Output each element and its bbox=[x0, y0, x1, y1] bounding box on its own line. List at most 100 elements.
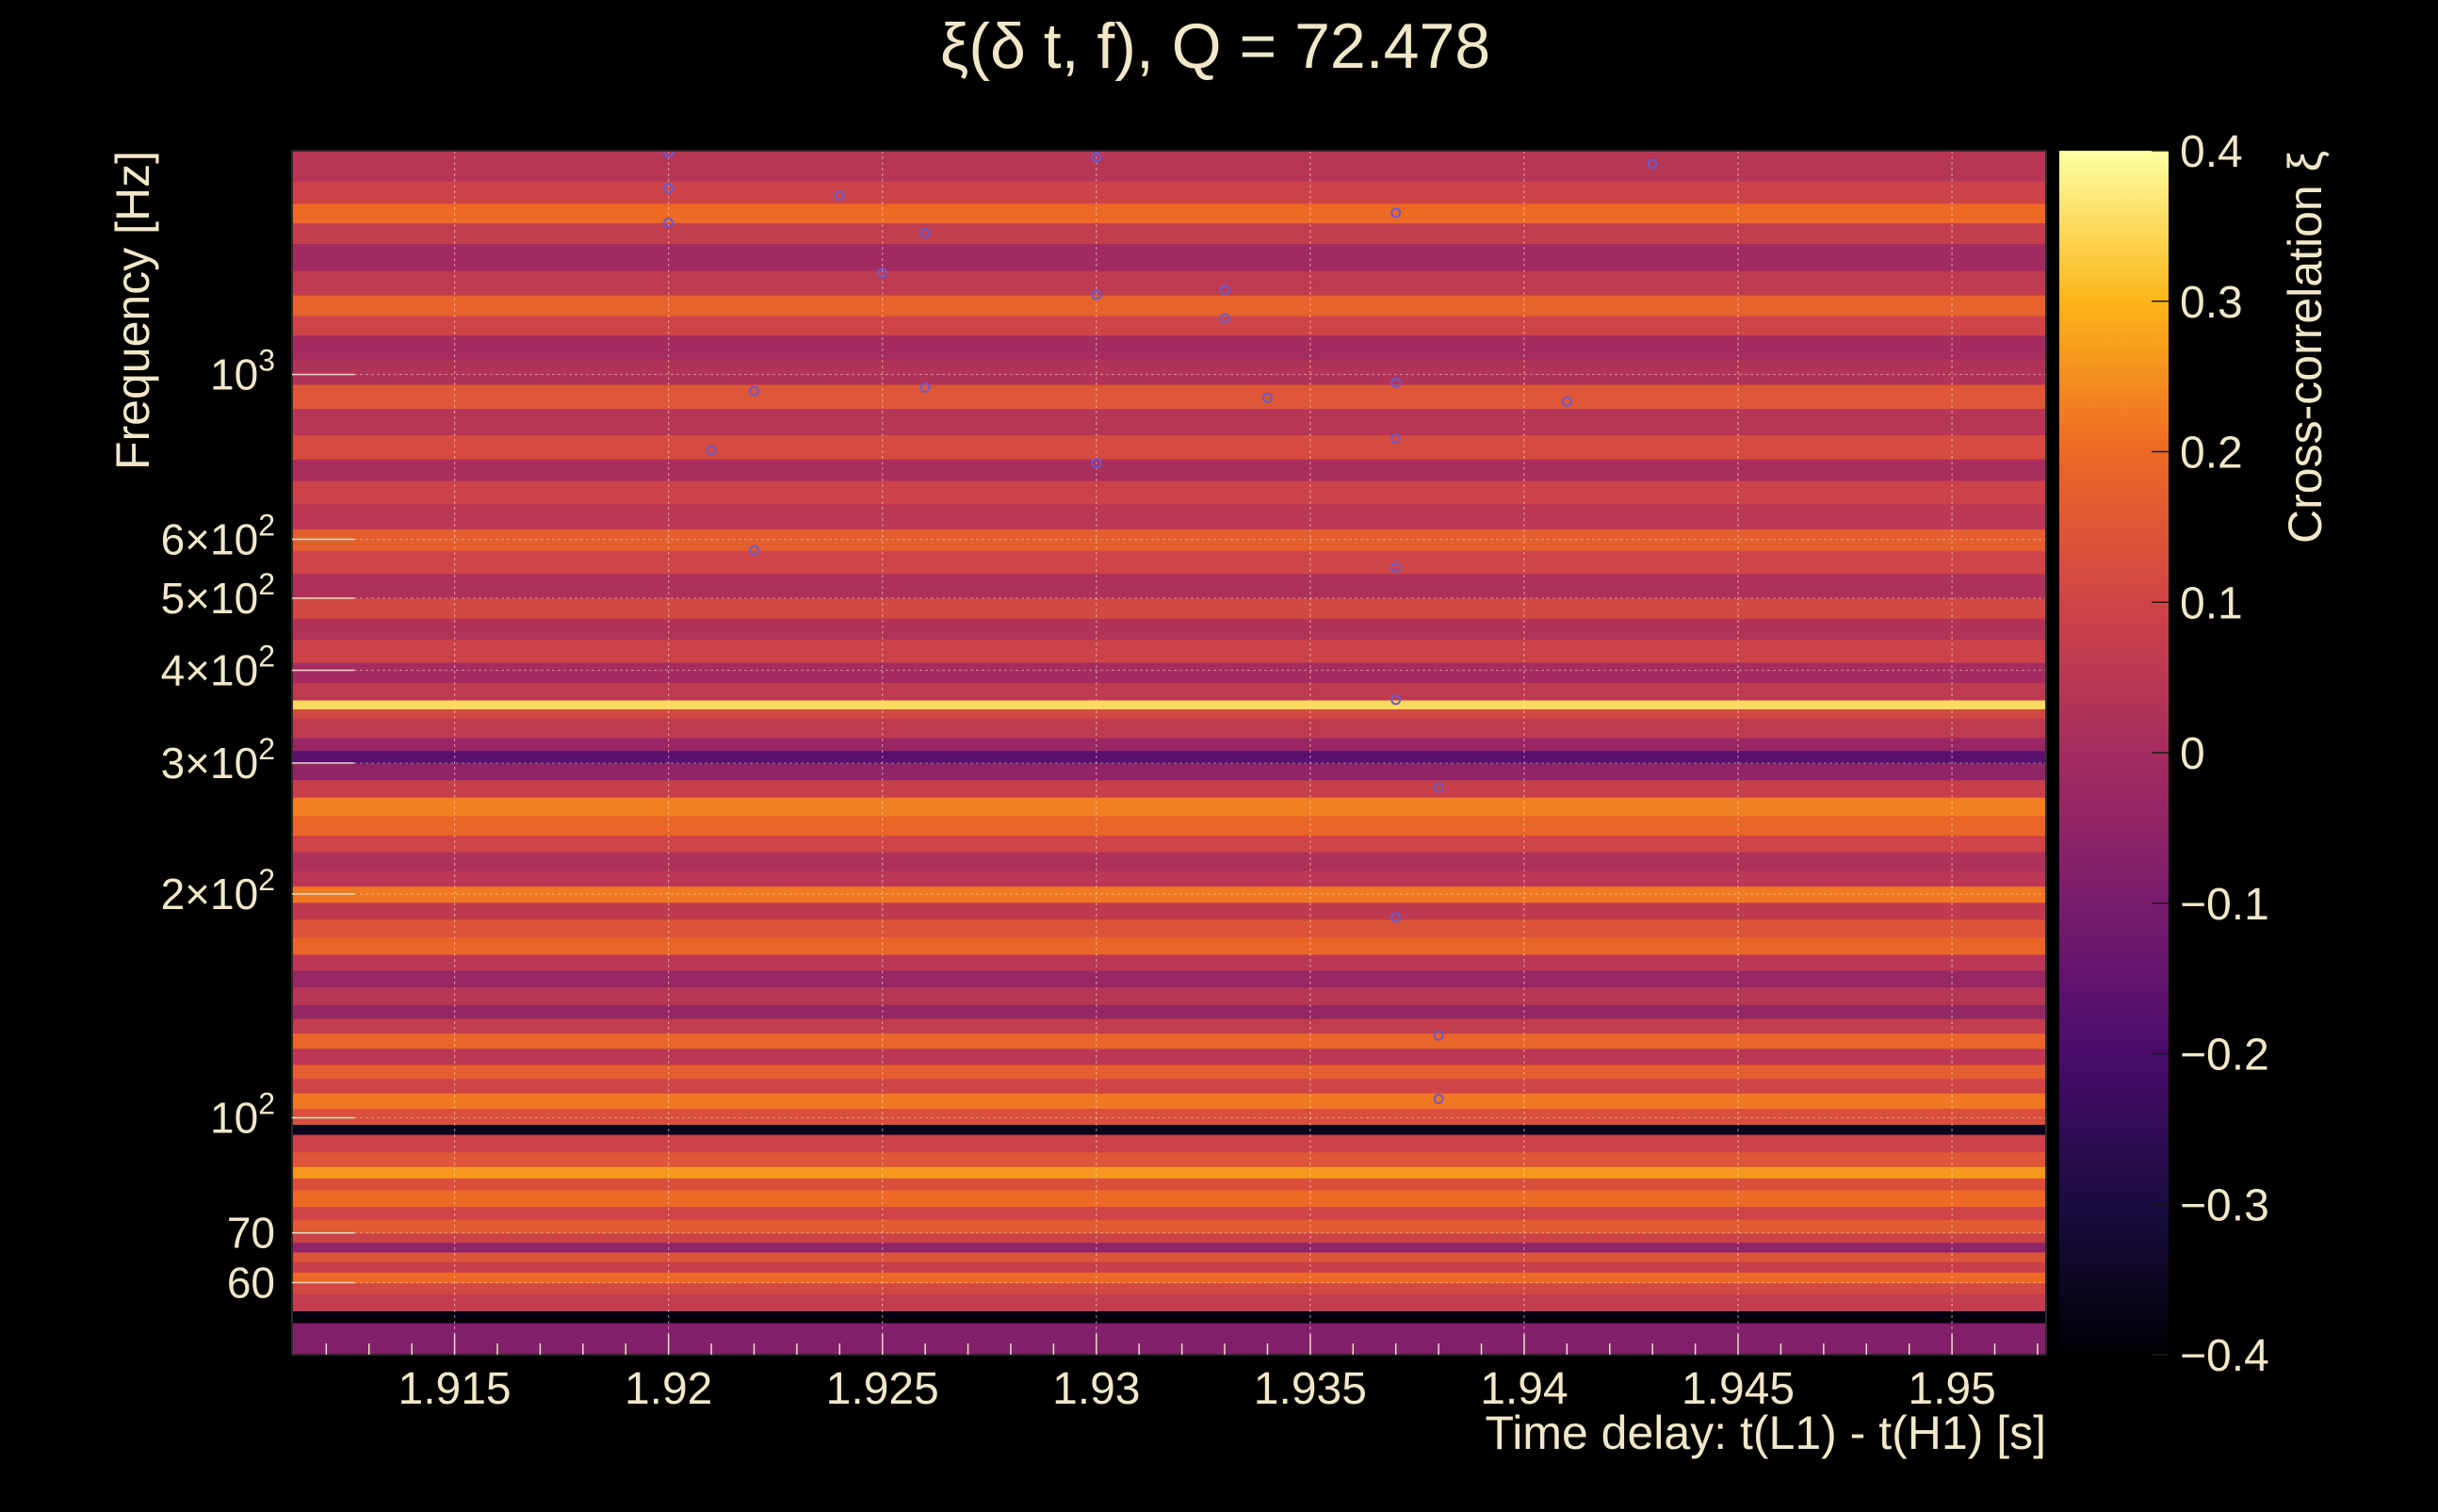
heatmap-band bbox=[292, 480, 2046, 505]
heatmap-band bbox=[292, 835, 2046, 853]
marker-point bbox=[748, 545, 759, 556]
heatmap-band bbox=[292, 1004, 2046, 1019]
heatmap-band bbox=[292, 919, 2046, 938]
y-tick-label: 5×102 bbox=[161, 567, 275, 623]
heatmap-band bbox=[292, 886, 2046, 903]
heatmap-band bbox=[292, 1166, 2046, 1179]
colorbar-tick-label: 0.1 bbox=[2180, 578, 2243, 628]
colorbar bbox=[2059, 151, 2169, 1355]
y-tick-label: 3×102 bbox=[161, 732, 275, 788]
x-tick-label: 1.93 bbox=[1052, 1364, 1140, 1414]
colorbar-tick-label: −0.1 bbox=[2180, 880, 2269, 930]
marker-point bbox=[1390, 377, 1402, 388]
colorbar-tick-label: −0.3 bbox=[2180, 1180, 2269, 1230]
heatmap-band bbox=[292, 1242, 2046, 1253]
marker-point bbox=[1390, 561, 1402, 573]
marker-point bbox=[706, 445, 717, 456]
heatmap-band bbox=[292, 1108, 2046, 1126]
colorbar-ticks: 0.4 0.3 0.2 0.1 0 −0.1 −0.2 −0.3 −0.4 bbox=[2152, 127, 2269, 1381]
heatmap-band bbox=[292, 181, 2046, 204]
heatmap-band bbox=[292, 618, 2046, 641]
heatmap-band bbox=[292, 815, 2046, 837]
heatmap-band bbox=[292, 870, 2046, 887]
heatmap-band bbox=[292, 797, 2046, 817]
heatmap-band bbox=[292, 243, 2046, 271]
marker-point bbox=[1390, 694, 1402, 706]
marker-point bbox=[1433, 1094, 1444, 1105]
marker-point bbox=[877, 268, 888, 279]
heatmap-band bbox=[292, 969, 2046, 988]
heatmap-band bbox=[292, 316, 2046, 336]
marker-point bbox=[1433, 782, 1444, 793]
heatmap-band bbox=[292, 682, 2046, 701]
x-tick-label: 1.945 bbox=[1682, 1364, 1795, 1414]
colorbar-label: Cross-correlation ξ bbox=[2279, 151, 2332, 544]
heatmap-band bbox=[292, 1219, 2046, 1234]
heatmap-band bbox=[292, 1151, 2046, 1167]
heatmap-band bbox=[292, 737, 2046, 752]
heatmap-band bbox=[292, 852, 2046, 871]
colorbar-tick-label: 0.3 bbox=[2180, 278, 2243, 328]
heatmap-band bbox=[292, 1048, 2046, 1065]
heatmap-band bbox=[292, 1078, 2046, 1094]
heatmap-band bbox=[292, 1293, 2046, 1311]
marker-point bbox=[1091, 152, 1102, 163]
heatmap-band bbox=[292, 708, 2046, 719]
heatmap-band bbox=[292, 1310, 2046, 1324]
heatmap-band bbox=[292, 1206, 2046, 1220]
y-tick-label: 2×102 bbox=[161, 863, 275, 919]
marker-point bbox=[919, 382, 931, 393]
colorbar-tick-label: −0.2 bbox=[2180, 1031, 2269, 1081]
heatmap-band bbox=[292, 902, 2046, 920]
heatmap-band bbox=[292, 550, 2046, 575]
heatmap-band bbox=[292, 639, 2046, 663]
y-tick-label: 102 bbox=[210, 1087, 275, 1143]
heatmap-band bbox=[292, 1282, 2046, 1294]
marker-point bbox=[663, 183, 675, 194]
x-tick-label: 1.935 bbox=[1254, 1364, 1367, 1414]
heatmap-band bbox=[292, 1232, 2046, 1244]
marker-point bbox=[663, 217, 675, 228]
heatmap-band bbox=[292, 953, 2046, 971]
heatmap-band bbox=[292, 699, 2046, 709]
heatmap-band bbox=[292, 503, 2046, 529]
heatmap-band bbox=[292, 383, 2046, 410]
x-tick-label: 1.95 bbox=[1908, 1364, 1995, 1414]
marker-point bbox=[1390, 912, 1402, 923]
marker-point bbox=[1561, 396, 1572, 407]
heatmap-band bbox=[292, 750, 2046, 764]
heatmap-band bbox=[292, 408, 2046, 435]
marker-point bbox=[748, 385, 759, 397]
marker-point bbox=[834, 190, 845, 202]
marker-point bbox=[1091, 458, 1102, 469]
y-axis-label: Frequency [Hz] bbox=[106, 151, 159, 470]
x-tick-label: 1.94 bbox=[1480, 1364, 1568, 1414]
heatmap-band bbox=[292, 334, 2046, 360]
marker-point bbox=[1219, 285, 1230, 296]
marker-point bbox=[1261, 392, 1273, 403]
colorbar-tick-label: 0.2 bbox=[2180, 429, 2243, 479]
heatmap-band bbox=[292, 203, 2046, 224]
heatmap-band bbox=[292, 718, 2046, 739]
marker-point bbox=[1433, 1030, 1444, 1041]
marker-point bbox=[663, 151, 675, 158]
heatmap-band bbox=[292, 1251, 2046, 1263]
heatmap-band bbox=[292, 1134, 2046, 1153]
grid-lines bbox=[292, 151, 2046, 1355]
heatmap-band bbox=[292, 662, 2046, 684]
heatmap-band bbox=[292, 936, 2046, 955]
heatmap-band bbox=[292, 270, 2046, 296]
y-tick-label: 60 bbox=[227, 1259, 275, 1308]
x-axis-label: Time delay: t(L1) - t(H1) [s] bbox=[1486, 1406, 2046, 1459]
heatmap-bands bbox=[292, 151, 2046, 1355]
marker-point bbox=[1390, 433, 1402, 445]
heatmap-band bbox=[292, 1124, 2046, 1135]
heatmap-band bbox=[292, 151, 2046, 182]
x-tick-label: 1.92 bbox=[625, 1364, 712, 1414]
marker-points bbox=[663, 151, 1658, 1105]
y-tick-label: 70 bbox=[227, 1209, 275, 1258]
heatmap-band bbox=[292, 986, 2046, 1005]
